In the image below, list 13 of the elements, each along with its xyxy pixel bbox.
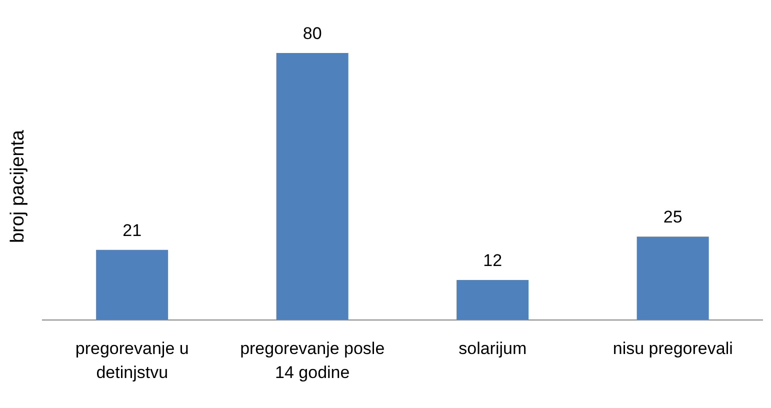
x-tick-label: solarijum xyxy=(458,339,527,358)
bar xyxy=(276,53,348,320)
data-label: 12 xyxy=(483,250,502,270)
data-label: 80 xyxy=(302,24,322,43)
x-tick-label: nisu pregorevali xyxy=(612,339,733,358)
bar xyxy=(456,280,529,320)
y-axis-title: broj pacijenta xyxy=(8,130,29,244)
bar xyxy=(96,250,168,320)
bar xyxy=(636,236,709,320)
x-tick-label: pregorevanje u detinjstvu xyxy=(75,339,189,382)
data-label: 21 xyxy=(122,220,142,240)
x-tick-label: pregorevanje posle 14 godine xyxy=(240,339,385,382)
data-label: 25 xyxy=(663,208,682,227)
